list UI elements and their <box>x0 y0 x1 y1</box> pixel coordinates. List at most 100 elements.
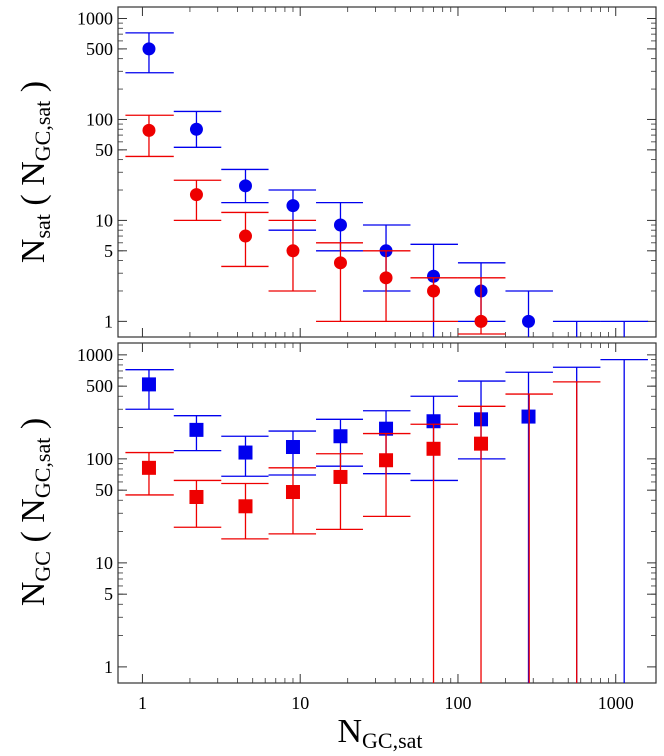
bottom-red-point <box>316 453 363 531</box>
marker <box>474 436 489 451</box>
top-ticks: 1 5 10 50 100 500 1000 <box>77 7 656 337</box>
bottom-ytick-label: 1000 <box>77 345 113 365</box>
top-ylabel-open: ( <box>15 194 52 205</box>
marker <box>522 314 536 328</box>
marker <box>189 489 204 504</box>
top-red-point <box>221 211 269 268</box>
bottom-ytick-label: 100 <box>86 449 113 469</box>
bottom-blue-point <box>505 371 553 683</box>
marker <box>141 460 156 475</box>
top-ylabel-inner-main: N <box>15 161 52 186</box>
top-ytick-label: 100 <box>86 109 113 129</box>
marker <box>189 422 204 437</box>
marker <box>333 469 348 484</box>
marker <box>426 441 441 456</box>
top-blue-point <box>457 262 506 323</box>
top-panel-frame <box>117 6 657 338</box>
top-red-point <box>125 114 174 158</box>
bottom-ytick-label: 500 <box>86 376 113 396</box>
marker <box>189 188 203 202</box>
marker <box>521 409 536 424</box>
marker <box>333 218 347 232</box>
top-blue-point <box>316 201 363 252</box>
marker <box>286 244 300 258</box>
bottom-ylabel: NGC ( NGC,sat ) <box>15 418 55 606</box>
xtick-label: 1 <box>138 693 147 713</box>
marker <box>142 123 156 137</box>
bottom-blue-point <box>410 395 458 482</box>
x-axis-title-sub: GC,sat <box>362 728 423 753</box>
top-red-point <box>410 277 458 323</box>
marker <box>285 440 300 455</box>
marker <box>238 229 252 243</box>
top-red-point <box>362 250 411 323</box>
bottom-blue-point <box>125 369 174 410</box>
bottom-red-point <box>457 405 506 683</box>
top-blue-point <box>268 189 317 231</box>
bottom-red-point <box>552 381 601 683</box>
marker <box>333 429 348 444</box>
bottom-ylabel-open: ( <box>15 531 52 542</box>
top-blue-point <box>125 32 174 74</box>
top-blue-point <box>552 320 601 337</box>
marker <box>141 377 156 392</box>
top-series <box>125 32 648 337</box>
x-axis-title: NGC,sat <box>337 713 422 753</box>
marker <box>427 284 441 298</box>
marker <box>379 421 394 436</box>
bottom-red-point <box>362 432 411 518</box>
bottom-ytick-label: 1 <box>104 657 113 677</box>
marker <box>379 271 393 285</box>
top-ylabel-inner-sub: GC,sat <box>30 101 55 162</box>
top-ytick-label: 10 <box>95 210 113 230</box>
marker <box>286 199 300 213</box>
top-ytick-label: 50 <box>95 140 113 160</box>
x-axis-title-main: N <box>337 713 362 750</box>
marker <box>379 453 394 468</box>
top-ylabel-main: N <box>15 239 52 264</box>
xtick-label: 100 <box>444 693 471 713</box>
bottom-ylabel-main: N <box>15 582 52 607</box>
bottom-blue-point <box>221 435 269 477</box>
marker <box>285 485 300 500</box>
bottom-red-point <box>221 482 269 540</box>
top-red-point <box>173 179 222 222</box>
bottom-ytick-label: 50 <box>95 480 113 500</box>
marker <box>189 122 203 136</box>
top-red-point <box>268 219 317 292</box>
bottom-panel-frame <box>117 342 657 684</box>
bottom-ylabel-close: ) <box>15 418 52 429</box>
bottom-red-point <box>505 393 553 683</box>
top-ytick-label: 1 <box>104 311 113 331</box>
top-blue-point <box>600 320 648 337</box>
marker <box>474 314 488 328</box>
bottom-red-point <box>173 479 222 528</box>
top-ytick-label: 500 <box>86 39 113 59</box>
xtick-label: 10 <box>291 693 309 713</box>
xtick-label: 1000 <box>598 693 634 713</box>
bottom-blue-point <box>600 358 648 683</box>
top-red-point <box>316 242 363 323</box>
bottom-blue-point <box>316 418 363 467</box>
top-ylabel: Nsat ( NGC,sat ) <box>15 81 55 263</box>
bottom-ytick-label: 10 <box>95 553 113 573</box>
top-blue-point <box>221 168 269 204</box>
top-ytick-label: 1000 <box>77 9 113 29</box>
bottom-ylabel-sub: GC <box>30 551 55 582</box>
marker <box>427 269 441 283</box>
bottom-series <box>125 358 648 683</box>
bottom-blue-point <box>173 415 222 452</box>
top-ylabel-close: ) <box>15 81 52 92</box>
top-blue-point <box>505 290 553 337</box>
top-red-point <box>457 277 506 335</box>
top-ytick-label: 5 <box>104 241 113 261</box>
marker <box>238 179 252 193</box>
bottom-ylabel-inner-main: N <box>15 498 52 523</box>
bottom-ylabel-inner-sub: GC,sat <box>30 438 55 499</box>
bottom-red-point <box>125 451 174 496</box>
bottom-red-point <box>410 423 458 683</box>
marker <box>238 499 253 514</box>
marker <box>333 256 347 270</box>
marker <box>142 42 156 56</box>
